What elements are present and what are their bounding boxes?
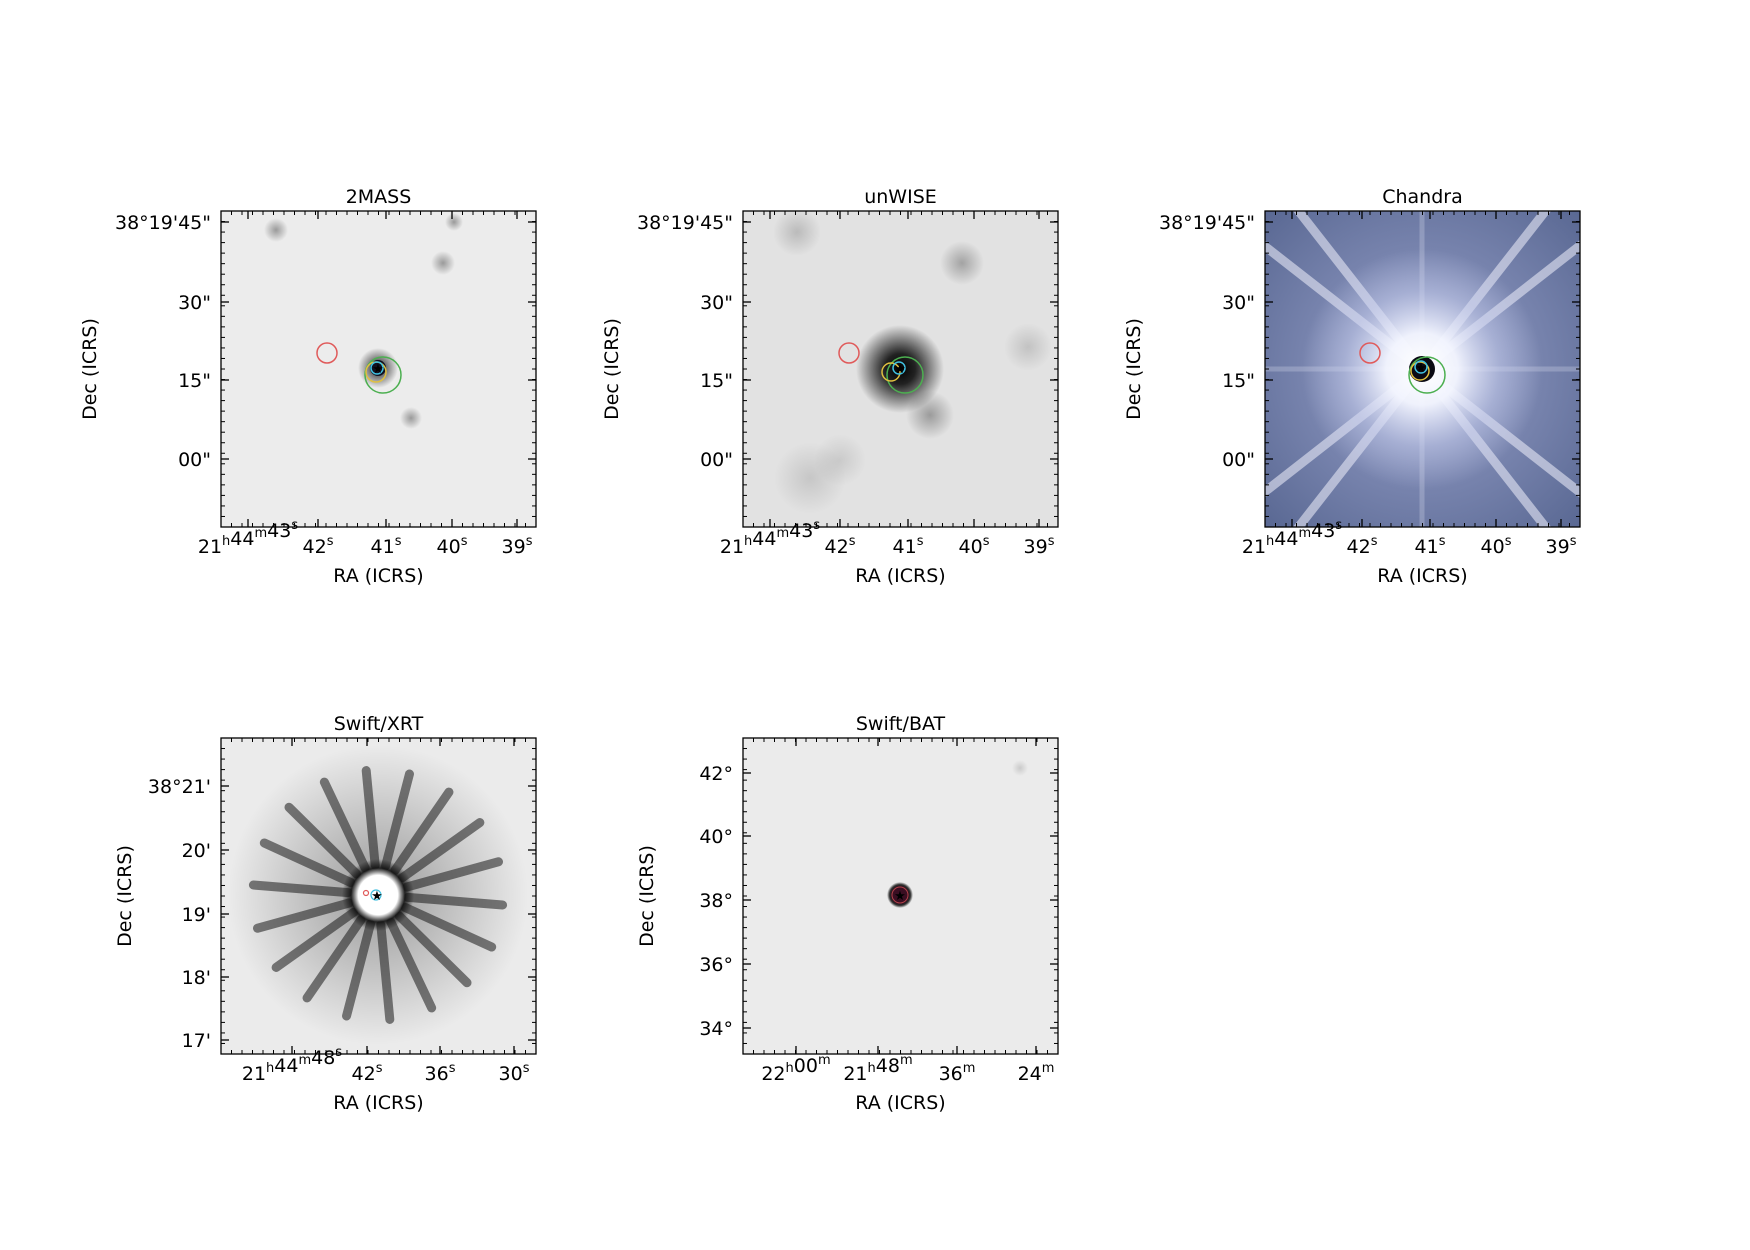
x-tick-label: 36s (425, 1061, 456, 1085)
x-tick-label: 41s (1415, 534, 1446, 558)
y-tick-label: 30" (1222, 292, 1255, 314)
panel-swift-xrt: ★ (220, 737, 537, 1055)
y-tick-label: 15" (1222, 370, 1255, 392)
x-tick-label: 21h48m (843, 1053, 912, 1085)
x-tick-label: 42s (352, 1061, 383, 1085)
y-axis-label: Dec (ICRS) (1123, 318, 1145, 420)
panel-unwise-image: ★ (743, 211, 1058, 527)
y-tick-label: 34° (699, 1018, 733, 1040)
y-tick-label: 38°21' (148, 776, 211, 798)
x-axis-label: RA (ICRS) (855, 565, 945, 587)
star-marker: ★ (372, 362, 384, 377)
cyan-circle-marker (1414, 360, 1428, 374)
x-tick-label: 39s (1546, 534, 1577, 558)
cyan-circle-marker (892, 361, 906, 375)
x-tick-label: 21h44m48s (242, 1045, 342, 1085)
panel-title: Chandra (1382, 186, 1463, 208)
star-marker: ★ (1415, 361, 1427, 376)
red-circle-marker (838, 342, 860, 364)
red-circle-marker (362, 889, 370, 897)
y-tick-label: 19' (182, 904, 211, 926)
red-circle-marker (891, 886, 909, 904)
axes-3: Swift/XRT RA (ICRS) Dec (ICRS) 21h44m48s 42s… (114, 713, 537, 1114)
x-tick-label: 21h44m43s (198, 518, 298, 558)
y-tick-label: 15" (178, 370, 211, 392)
x-tick-label: 40s (959, 534, 990, 558)
x-tick-label: 42s (1347, 534, 1378, 558)
y-axis-label: Dec (ICRS) (114, 845, 136, 947)
x-tick-label: 39s (1024, 534, 1055, 558)
green-circle-marker (1408, 356, 1446, 394)
star-marker: ★ (894, 889, 906, 904)
cyan-circle-marker (370, 361, 384, 375)
y-axis-label: Dec (ICRS) (79, 318, 101, 420)
x-tick-label: 39s (502, 534, 533, 558)
panel-2mass-image: ★ (221, 211, 536, 527)
y-tick-label: 30" (700, 292, 733, 314)
x-tick-label: 24m (1018, 1061, 1055, 1085)
red-circle-marker (1359, 342, 1381, 364)
y-tick-label: 38° (699, 890, 733, 912)
x-tick-label: 22h00m (761, 1053, 830, 1085)
y-tick-label: 30" (178, 292, 211, 314)
yellow-circle-marker (881, 362, 901, 382)
yellow-circle-marker (1410, 361, 1430, 381)
y-tick-label: 38°19'45" (115, 212, 211, 234)
green-circle-marker (886, 356, 924, 394)
x-axis-label: RA (ICRS) (855, 1092, 945, 1114)
x-tick-label: 41s (371, 534, 402, 558)
y-tick-label: 38°19'45" (1159, 212, 1255, 234)
y-tick-label: 38°19'45" (637, 212, 733, 234)
x-tick-label: 21h44m43s (1242, 518, 1342, 558)
y-tick-label: 00" (1222, 449, 1255, 471)
y-tick-label: 15" (700, 370, 733, 392)
panel-unwise: ★ (742, 210, 1059, 528)
x-axis-label: RA (ICRS) (1377, 565, 1467, 587)
panel-title: 2MASS (346, 186, 412, 208)
x-tick-label: 21h44m43s (720, 518, 820, 558)
y-axis-label: Dec (ICRS) (636, 845, 658, 947)
y-tick-label: 20' (182, 840, 211, 862)
green-circle-marker (364, 356, 402, 394)
panel-title: Swift/BAT (856, 713, 946, 735)
panel-chandra: ★ (1264, 210, 1581, 528)
panel-2mass: ★ (220, 210, 537, 528)
axes-4: Swift/BAT RA (ICRS) Dec (ICRS) 22h00m 21h48m… (636, 713, 1059, 1114)
y-tick-label: 00" (178, 449, 211, 471)
panel-swift-bat: ★ (742, 737, 1059, 1055)
y-tick-label: 36° (699, 954, 733, 976)
x-tick-label: 42s (303, 534, 334, 558)
x-tick-label: 36m (939, 1061, 976, 1085)
panel-swift-bat-image: ★ (743, 738, 1058, 1054)
y-tick-label: 42° (699, 763, 733, 785)
x-tick-label: 40s (1481, 534, 1512, 558)
x-tick-label: 40s (437, 534, 468, 558)
star-marker: ★ (894, 362, 906, 377)
y-tick-label: 40° (699, 826, 733, 848)
x-tick-label: 42s (825, 534, 856, 558)
y-tick-label: 00" (700, 449, 733, 471)
star-marker: ★ (371, 889, 383, 904)
x-axis-label: RA (ICRS) (333, 1092, 423, 1114)
x-tick-label: 30s (499, 1061, 530, 1085)
red-circle-marker (316, 342, 338, 364)
panel-chandra-image: ★ (1265, 211, 1580, 527)
x-tick-label: 41s (893, 534, 924, 558)
y-axis-label: Dec (ICRS) (601, 318, 623, 420)
panel-title: Swift/XRT (334, 713, 424, 735)
y-tick-label: 17' (182, 1030, 211, 1052)
panel-swift-xrt-image: ★ (221, 738, 536, 1054)
cyan-circle-marker (370, 889, 382, 901)
y-tick-label: 18' (182, 967, 211, 989)
panel-title: unWISE (864, 186, 937, 208)
x-axis-label: RA (ICRS) (333, 565, 423, 587)
